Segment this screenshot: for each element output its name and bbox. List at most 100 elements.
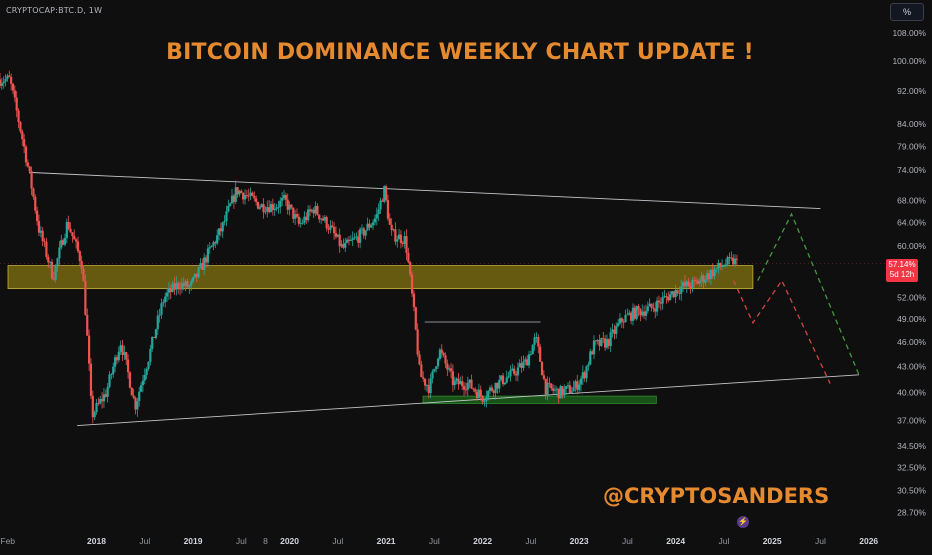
candle-body <box>370 225 373 228</box>
candle-body <box>733 258 737 265</box>
candle-body <box>227 205 230 212</box>
candle-body <box>496 382 499 389</box>
candle-body <box>37 221 41 233</box>
symbol-label[interactable]: CRYPTOCAP:BTC.D, 1W <box>6 6 103 15</box>
candle-body <box>388 218 391 225</box>
candle-body <box>206 248 209 263</box>
candle-body <box>451 371 455 386</box>
candle-body <box>394 229 397 242</box>
candle-body <box>691 279 694 289</box>
candle-body <box>362 228 365 236</box>
candle-body <box>52 278 55 280</box>
candle-body <box>281 197 284 201</box>
candle-body <box>208 247 211 249</box>
candle-body <box>8 75 11 77</box>
candle-body <box>128 372 132 388</box>
bolt-icon[interactable]: ⚡ <box>737 516 749 528</box>
candle-body <box>719 262 722 267</box>
candle-body <box>552 388 555 391</box>
candle-body <box>178 287 182 290</box>
candle-body <box>455 378 458 381</box>
candle-body <box>353 237 356 239</box>
candle-body <box>418 354 421 365</box>
candle-body <box>516 367 519 376</box>
candle-body <box>468 379 471 383</box>
candle-body <box>223 220 226 223</box>
candle-body <box>13 90 16 98</box>
candle-body <box>145 368 148 375</box>
candle-body <box>28 166 31 172</box>
candle-body <box>407 252 410 263</box>
candle-body <box>186 281 189 288</box>
candle-body <box>286 199 289 210</box>
candle-body <box>587 364 590 367</box>
candle-body <box>50 261 54 279</box>
x-tick-label: Feb <box>0 536 15 546</box>
candle-body <box>125 352 128 360</box>
candle-body <box>464 389 468 391</box>
candle-body <box>544 378 547 395</box>
candle-body <box>86 314 89 336</box>
candle-body <box>26 162 29 167</box>
candle-body <box>203 257 206 270</box>
candle-body <box>431 371 434 379</box>
candle-body <box>568 385 571 394</box>
candle-body <box>422 377 425 379</box>
candle-body <box>433 368 436 372</box>
candle-body <box>410 274 414 294</box>
candle-body <box>715 268 718 270</box>
candle-body <box>399 234 403 243</box>
candle-body <box>320 218 323 220</box>
x-tick-label: 2018 <box>87 536 106 546</box>
candle-body <box>618 318 622 324</box>
candle-body <box>56 258 59 266</box>
candle-body <box>609 332 612 346</box>
y-tick-label: 64.00% <box>897 217 926 227</box>
candle-body <box>384 186 388 200</box>
candle-body <box>234 187 237 202</box>
candle-body <box>242 192 245 200</box>
candle-body <box>409 262 412 275</box>
candle-body <box>164 296 167 303</box>
candle-body <box>115 357 119 361</box>
candle-body <box>704 279 707 283</box>
candle-body <box>169 288 172 292</box>
candle-body <box>386 199 390 219</box>
candle-body <box>184 281 187 287</box>
support-zone <box>422 395 657 404</box>
y-tick-label: 68.00% <box>897 196 926 206</box>
candle-body <box>396 239 399 242</box>
candle-body <box>121 345 124 355</box>
candle-body <box>529 354 532 356</box>
candle-body <box>498 379 501 389</box>
candle-body <box>605 339 609 348</box>
candle-body <box>548 382 551 384</box>
candle-body <box>197 267 200 278</box>
candle-body <box>589 351 592 365</box>
candle-body <box>143 374 146 381</box>
candle-body <box>646 306 649 312</box>
candle-body <box>151 336 154 349</box>
candle-body <box>307 209 310 221</box>
candle-body <box>312 209 315 214</box>
candle-body <box>490 387 493 391</box>
candle-body <box>561 386 564 396</box>
candle-body <box>600 338 603 346</box>
percent-scale-button[interactable]: % <box>890 3 924 21</box>
candle-body <box>256 201 260 209</box>
candle-body <box>672 291 675 298</box>
candle-body <box>262 204 265 213</box>
x-tick-label: Jul <box>236 536 247 546</box>
candle-body <box>329 225 332 230</box>
candle-body <box>488 387 492 392</box>
candle-body <box>427 385 430 394</box>
candle-body <box>19 122 22 132</box>
candle-body <box>30 171 33 189</box>
candle-body <box>334 233 338 237</box>
candle-body <box>97 402 100 404</box>
candle-body <box>540 361 544 376</box>
candle-body <box>670 291 674 295</box>
candle-body <box>405 236 408 253</box>
candle-body <box>299 223 302 224</box>
